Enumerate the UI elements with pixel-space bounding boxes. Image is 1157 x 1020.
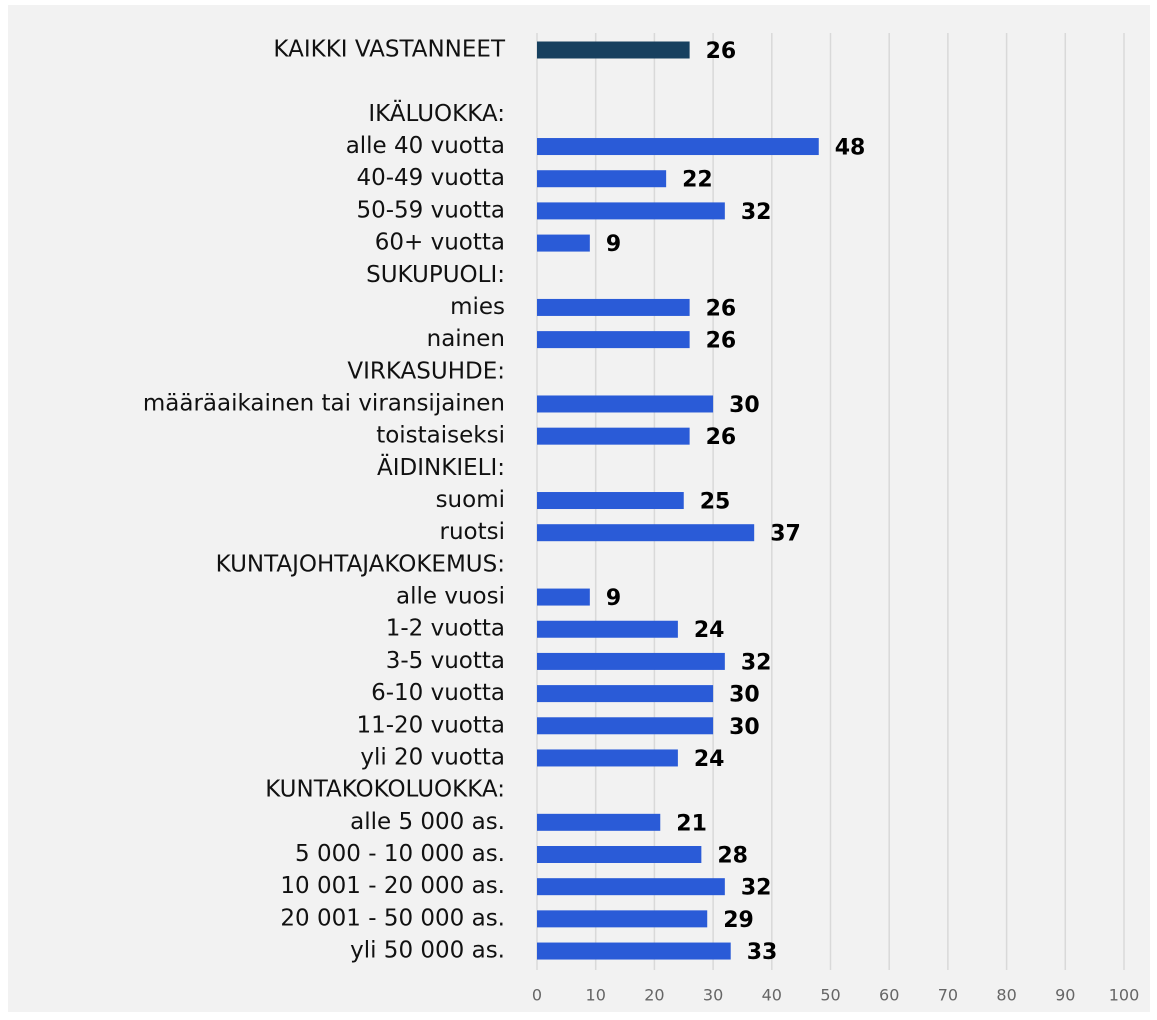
bar: [537, 492, 684, 510]
y-tick-label: mies: [450, 294, 505, 320]
bar: [537, 685, 714, 703]
bar: [537, 717, 714, 735]
data-label: 24: [694, 747, 725, 772]
y-tick-label: KUNTAJOHTAJAKOKEMUS:: [216, 551, 505, 577]
bar: [537, 846, 702, 863]
x-tick-label: 80: [996, 986, 1016, 1005]
y-tick-label: 40-49 vuotta: [356, 165, 505, 191]
y-tick-label: alle 5 000 as.: [350, 809, 505, 835]
bar: [537, 878, 725, 896]
y-tick-label: yli 20 vuotta: [360, 744, 505, 770]
data-label: 22: [682, 168, 713, 193]
data-label: 26: [706, 296, 737, 321]
x-tick-label: 90: [1055, 986, 1075, 1005]
y-tick-label: 20 001 - 50 000 as.: [280, 905, 505, 931]
data-label: 21: [676, 811, 707, 836]
y-tick-label: 5 000 - 10 000 as.: [295, 841, 505, 867]
bar: [537, 942, 731, 960]
bar: [537, 395, 714, 413]
data-label: 28: [717, 844, 748, 869]
data-label: 37: [770, 522, 801, 547]
bar: [537, 813, 661, 831]
data-label: 48: [835, 136, 866, 161]
bar: [537, 234, 590, 252]
data-label: 32: [741, 650, 772, 675]
data-label: 32: [741, 876, 772, 901]
data-label: 30: [729, 683, 760, 708]
y-tick-label: 1-2 vuotta: [386, 616, 505, 642]
x-tick-label: 50: [820, 986, 840, 1005]
y-tick-label: nainen: [427, 326, 505, 352]
y-tick-label: 11-20 vuotta: [356, 712, 505, 738]
data-label: 32: [741, 200, 772, 225]
data-label: 30: [729, 715, 760, 740]
bar: [537, 620, 678, 638]
data-label: 24: [694, 618, 725, 643]
y-tick-label: 6-10 vuotta: [371, 680, 505, 706]
y-tick-label: KAIKKI VASTANNEET: [273, 37, 506, 63]
data-label: 29: [723, 908, 754, 933]
y-tick-label: IKÄLUOKKA:: [368, 99, 505, 127]
data-label: 30: [729, 393, 760, 418]
data-label: 26: [706, 425, 737, 450]
x-tick-label: 70: [938, 986, 958, 1005]
x-tick-label: 60: [879, 986, 899, 1005]
y-tick-label: 60+ vuotta: [375, 230, 505, 256]
x-tick-label: 0: [532, 986, 542, 1005]
y-tick-label: toistaiseksi: [376, 423, 505, 449]
y-tick-label: 50-59 vuotta: [356, 197, 505, 223]
data-label: 9: [606, 586, 621, 611]
bar: [537, 138, 819, 156]
bar: [537, 749, 678, 767]
data-label: 9: [606, 232, 621, 257]
y-tick-label: alle vuosi: [396, 584, 505, 610]
bar: [537, 41, 690, 59]
data-label: 26: [706, 39, 737, 64]
bar: [537, 298, 690, 316]
y-tick-label: ruotsi: [440, 519, 506, 545]
bar: [537, 910, 708, 928]
bar: [537, 202, 725, 220]
bar: [537, 170, 667, 188]
x-tick-label: 40: [762, 986, 782, 1005]
bar: [537, 524, 755, 542]
x-tick-label: 30: [703, 986, 723, 1005]
bar: [537, 427, 690, 445]
y-tick-label: 10 001 - 20 000 as.: [280, 873, 505, 899]
y-tick-label: VIRKASUHDE:: [347, 358, 505, 384]
x-tick-label: 100: [1109, 986, 1140, 1005]
bar: [537, 652, 725, 670]
y-tick-label: yli 50 000 as.: [350, 938, 505, 964]
y-tick-label: 3-5 vuotta: [386, 648, 505, 674]
y-tick-label: määräaikainen tai viransijainen: [143, 390, 505, 416]
data-label: 26: [706, 329, 737, 354]
bar: [537, 588, 590, 606]
y-tick-label: suomi: [436, 487, 505, 513]
data-label: 33: [747, 940, 778, 965]
bar: [537, 331, 690, 349]
y-tick-label: ÄIDINKIELI:: [377, 453, 505, 481]
y-tick-label: KUNTAKOKOLUOKKA:: [265, 777, 505, 803]
y-tick-label: alle 40 vuotta: [346, 133, 505, 159]
data-label: 25: [700, 490, 731, 515]
y-tick-label: SUKUPUOLI:: [366, 262, 505, 288]
x-tick-label: 10: [586, 986, 606, 1005]
x-tick-label: 20: [644, 986, 664, 1005]
